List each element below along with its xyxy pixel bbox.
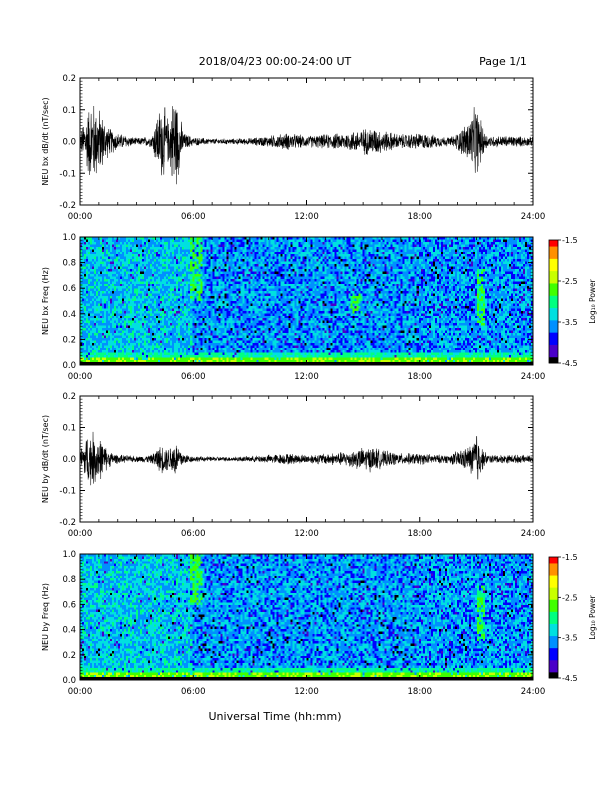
colorbar-tick-label: -1.5 bbox=[562, 553, 578, 562]
y-axis-title: NEU bx Freq (Hz) bbox=[41, 267, 50, 335]
x-tick-label: 00:00 bbox=[68, 687, 93, 697]
spectrogram-cells bbox=[80, 554, 533, 680]
colorbar-title: Log₁₀ Power bbox=[588, 278, 597, 323]
y-tick-label: 0.8 bbox=[62, 259, 76, 269]
x-tick-label: 18:00 bbox=[408, 687, 433, 697]
y-tick-label: 0.4 bbox=[62, 310, 76, 320]
colorbar-tick-label: -4.5 bbox=[562, 359, 578, 368]
by-colorbar: -1.5 -2.5 -3.5 -4.5 Log₁₀ Power bbox=[549, 553, 597, 683]
x-tick-label: 12:00 bbox=[294, 687, 319, 697]
x-tick-label: 18:00 bbox=[408, 372, 433, 382]
x-tick-label: 24:00 bbox=[521, 529, 546, 539]
bx-spectrogram-panel: 1.0 0.8 0.6 0.4 0.2 0.000:00 06:00 12:00 18:00 24… bbox=[41, 233, 545, 382]
figure-canvas: 2018/04/23 00:00-24:00 UT Page 1/1 0.20.… bbox=[0, 0, 612, 792]
y-tick-label: 0.6 bbox=[62, 600, 76, 610]
by-waveform-panel: 0.2 0.1 0.0 -0.1 -0.200:00 06:00 12:00 18:00 24:… bbox=[41, 392, 545, 539]
by-spectrogram-panel: 1.0 0.8 0.6 0.4 0.2 0.000:00 06:00 12:00 18:00 24… bbox=[41, 550, 545, 697]
x-tick-label: 06:00 bbox=[181, 372, 206, 382]
colorbar-tick-label: -3.5 bbox=[562, 634, 578, 643]
x-tick-label: 00:00 bbox=[68, 529, 93, 539]
y-tick-label: 0.2 bbox=[62, 651, 76, 661]
y-axis-title: NEU bx dB/dt (nT/sec) bbox=[41, 97, 50, 185]
y-axis-title: NEU by Freq (Hz) bbox=[41, 583, 50, 651]
x-tick-label: 18:00 bbox=[408, 212, 433, 222]
x-axis-title: Universal Time (hh:mm) bbox=[209, 710, 342, 723]
y-tick-label: -0.2 bbox=[59, 201, 76, 211]
colorbar-tick-label: -4.5 bbox=[562, 674, 578, 683]
y-tick-label: 0.0 bbox=[62, 676, 76, 686]
figure-title: 2018/04/23 00:00-24:00 UT bbox=[199, 55, 352, 68]
y-axis-title: NEU by dB/dt (nT/sec) bbox=[41, 415, 50, 503]
bx-waveform-panel: 0.2 0.1 0.0 -0.1 -0.200:00 06:00 12:00 18:00 24:… bbox=[41, 74, 545, 222]
colorbar-tick-label: -1.5 bbox=[562, 236, 578, 245]
colorbar-tick-label: -3.5 bbox=[562, 318, 578, 327]
y-tick-label: -0.2 bbox=[59, 518, 76, 528]
x-tick-label: 06:00 bbox=[181, 529, 206, 539]
x-tick-label: 24:00 bbox=[521, 687, 546, 697]
y-tick-label: -0.1 bbox=[59, 169, 76, 179]
y-tick-label: -0.1 bbox=[59, 487, 76, 497]
y-tick-label: 0.0 bbox=[62, 361, 76, 371]
x-tick-label: 12:00 bbox=[294, 529, 319, 539]
y-tick-label: 0.1 bbox=[62, 424, 76, 434]
y-tick-label: 0.4 bbox=[62, 626, 76, 636]
x-tick-label: 06:00 bbox=[181, 212, 206, 222]
x-tick-label: 12:00 bbox=[294, 212, 319, 222]
colorbar-tick-label: -2.5 bbox=[562, 593, 578, 602]
x-tick-label: 18:00 bbox=[408, 529, 433, 539]
x-tick-label: 06:00 bbox=[181, 687, 206, 697]
y-tick-label: 0.6 bbox=[62, 284, 76, 294]
y-tick-label: 1.0 bbox=[62, 550, 76, 560]
y-tick-label: 0.0 bbox=[62, 455, 76, 465]
y-tick-label: 0.0 bbox=[62, 138, 76, 148]
x-tick-label: 00:00 bbox=[68, 372, 93, 382]
x-tick-label: 24:00 bbox=[521, 372, 546, 382]
page-indicator: Page 1/1 bbox=[479, 55, 527, 68]
y-tick-label: 0.2 bbox=[62, 335, 76, 345]
y-tick-label: 0.2 bbox=[62, 74, 76, 84]
y-tick-label: 0.2 bbox=[62, 392, 76, 402]
x-tick-label: 12:00 bbox=[294, 372, 319, 382]
x-tick-label: 00:00 bbox=[68, 212, 93, 222]
colorbar-title: Log₁₀ Power bbox=[588, 594, 597, 639]
spectrogram-cells bbox=[80, 237, 533, 365]
x-tick-label: 24:00 bbox=[521, 212, 546, 222]
y-tick-label: 0.1 bbox=[62, 106, 76, 116]
colorbar-tick-label: -2.5 bbox=[562, 277, 578, 286]
y-tick-label: 0.8 bbox=[62, 575, 76, 585]
bx-colorbar: -1.5 -2.5 -3.5 -4.5 Log₁₀ Power bbox=[549, 236, 597, 368]
y-tick-label: 1.0 bbox=[62, 233, 76, 243]
